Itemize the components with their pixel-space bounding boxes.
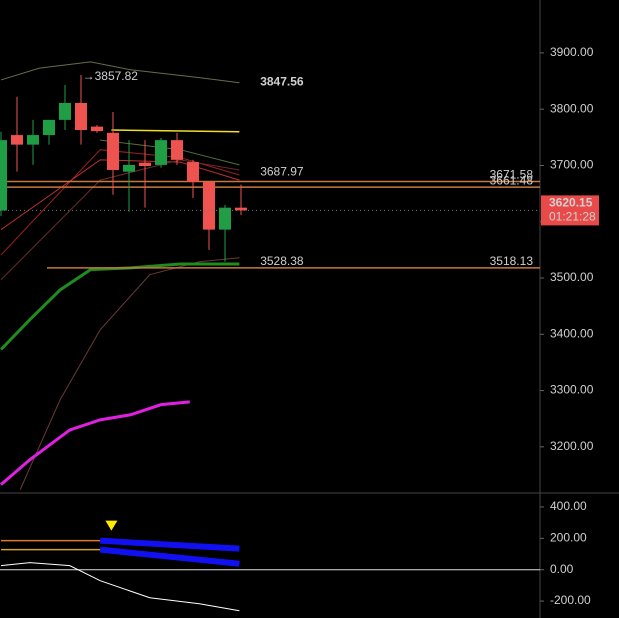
- y-tick-label: 3700.00: [550, 158, 594, 172]
- candle-body: [27, 135, 39, 145]
- y-tick-label: 3900.00: [550, 45, 594, 59]
- candle-body: [187, 162, 199, 182]
- price-level-label: 3661.48: [490, 173, 534, 187]
- indicator-line: [0, 400, 190, 486]
- candle-body: [219, 207, 231, 230]
- indicator-line: [100, 139, 240, 166]
- price-level-label: 3671.58: [490, 168, 534, 182]
- indicator-line: [0, 262, 240, 351]
- annotation: 3847.56: [260, 75, 304, 89]
- oscillator-line: [100, 537, 240, 552]
- y-tick-label: 3400.00: [550, 326, 594, 340]
- y-tick-label: 3200.00: [550, 439, 594, 453]
- annotation: →3857.82: [83, 69, 139, 83]
- y-tick-label: 200.00: [550, 530, 587, 544]
- candle-body: [203, 181, 215, 230]
- candle-body: [107, 132, 119, 170]
- candle-body: [11, 135, 23, 145]
- candle-body: [235, 207, 247, 211]
- oscillator-line: [99, 546, 240, 567]
- candle-body: [59, 102, 71, 120]
- candle-body: [155, 140, 167, 165]
- y-tick-label: 0.00: [550, 562, 574, 576]
- oscillator-line: [0, 562, 240, 612]
- indicator-line: [0, 61, 240, 84]
- indicator-line: [0, 159, 240, 281]
- annotation: 3687.97: [260, 164, 304, 178]
- y-tick-label: 3500.00: [550, 270, 594, 284]
- candle-body: [123, 164, 135, 172]
- candle-body: [75, 102, 87, 131]
- candle-body: [0, 140, 7, 211]
- candle-body: [43, 119, 55, 136]
- last-price: 3620.15: [549, 196, 593, 210]
- y-tick-label: -200.00: [550, 593, 591, 607]
- last-price-tag: [541, 195, 599, 226]
- candle-body: [139, 162, 151, 167]
- y-tick-label: 400.00: [550, 499, 587, 513]
- indicator-line: [0, 159, 240, 231]
- indicator-line: [0, 149, 240, 256]
- y-tick-label: 3800.00: [550, 101, 594, 115]
- indicator-line: [19, 257, 240, 490]
- y-tick-label: 3300.00: [550, 383, 594, 397]
- signal-marker: [105, 520, 118, 531]
- candle-body: [171, 140, 183, 160]
- candle-body: [91, 126, 103, 132]
- indicator-line: [111, 129, 240, 133]
- price-level-label: 3518.13: [490, 254, 534, 268]
- annotation: 3528.38: [260, 254, 304, 268]
- countdown: 01:21:28: [549, 210, 596, 224]
